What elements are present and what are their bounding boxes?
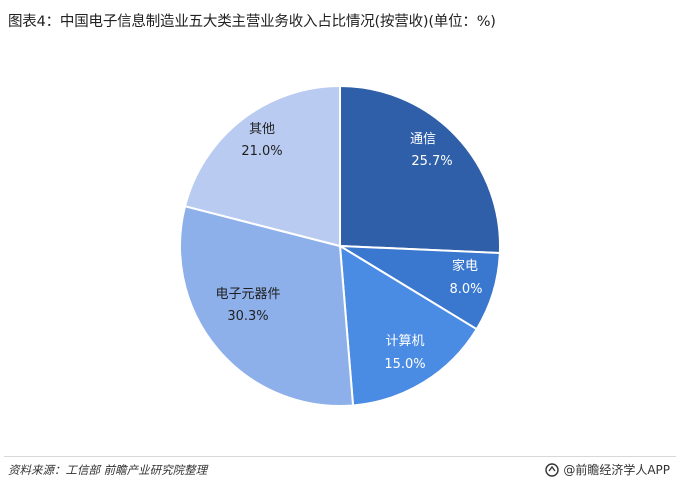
slice-category-label: 家电 (452, 258, 478, 274)
source-note: 资料来源：工信部 前瞻产业研究院整理 (8, 463, 208, 477)
slice-category-label: 电子元器件 (215, 287, 280, 302)
pie-slice-3 (338, 244, 479, 407)
slice-category-label: 其他 (249, 122, 275, 137)
pie-slice-4 (179, 204, 355, 407)
pie-slice-1 (339, 84, 501, 255)
slice-value-label: 30.3% (227, 309, 268, 324)
slice-category-label: 通信 (410, 132, 436, 147)
slice-value-label: 21.0% (241, 144, 282, 159)
footer: 资料来源：工信部 前瞻产业研究院整理 @前瞻经济学人APP (0, 456, 680, 489)
slice-value-label: 25.7% (411, 154, 452, 169)
slice-category-label: 计算机 (385, 334, 424, 349)
slice-value-label: 8.0% (449, 282, 482, 297)
chart-title: 图表4：中国电子信息制造业五大类主营业务收入占比情况(按营收)(单位：%) (8, 14, 496, 30)
brand-mark: @前瞻经济学人APP (545, 461, 670, 478)
slice-value-label: 15.0% (384, 357, 425, 372)
brand-text: @前瞻经济学人APP (563, 463, 670, 477)
pie-slice-5 (183, 84, 341, 248)
brand-logo-icon (545, 462, 560, 477)
footer-divider (4, 456, 676, 457)
